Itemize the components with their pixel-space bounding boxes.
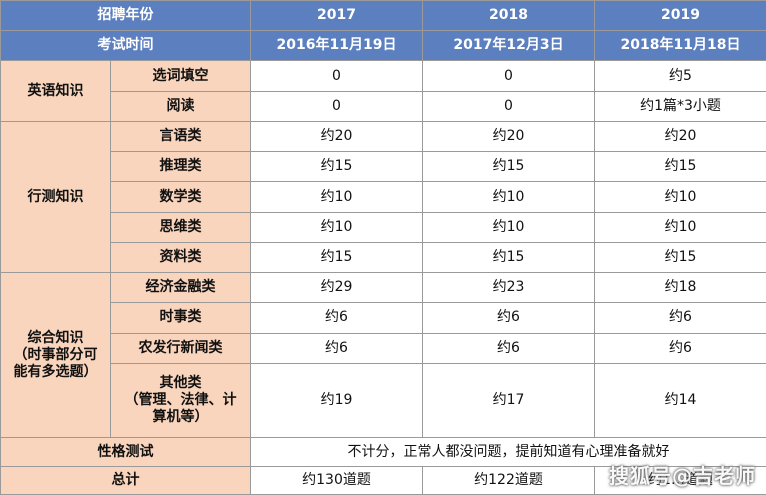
table-row: 其他类 （管理、法律、计 算机等） 约19 约17 约14 — [1, 362, 766, 439]
cell-value: 约20 — [250, 120, 423, 153]
cell-value: 约1篇*3小题 — [594, 90, 766, 122]
date-2019: 2018年11月18日 — [594, 30, 766, 62]
table-row: 资料类 约15 约15 约15 — [1, 241, 766, 274]
row-label: 农发行新闻类 — [110, 332, 251, 364]
row-label: 时事类 — [110, 302, 251, 334]
cell-value: 约14 — [594, 362, 766, 439]
total-value: 约122道题 — [422, 465, 595, 495]
personality-label: 性格测试 — [0, 437, 251, 467]
year-2017: 2017 — [250, 0, 423, 32]
table-row: 阅读 0 0 约1篇*3小题 — [1, 90, 766, 122]
cell-value: 约15 — [594, 241, 766, 274]
cell-value: 约29 — [250, 272, 423, 304]
cell-value: 约10 — [422, 211, 595, 243]
row-label: 思维类 — [110, 211, 251, 243]
row-label-line: 算机等） — [152, 409, 209, 426]
year-header-label: 招聘年份 — [0, 0, 251, 32]
cell-value: 约20 — [594, 120, 766, 153]
cell-value: 约15 — [422, 241, 595, 274]
section-name-line: （时事部分可 — [13, 346, 98, 363]
date-2017: 2016年11月19日 — [250, 30, 423, 62]
table-row: 行测知识 言语类 约20 约20 约20 — [0, 120, 766, 274]
row-label-line: （管理、法律、计 — [124, 392, 237, 409]
cell-value: 约15 — [422, 151, 595, 183]
cell-value: 约10 — [594, 211, 766, 243]
section-english: 英语知识 — [0, 60, 111, 122]
row-label: 推理类 — [110, 151, 251, 183]
table-row: 农发行新闻类 约6 约6 约6 — [1, 332, 766, 364]
date-2018: 2017年12月3日 — [422, 30, 595, 62]
table-row: 推理类 约15 约15 约15 — [1, 151, 766, 183]
row-label: 言语类 — [110, 120, 251, 153]
cell-value: 0 — [422, 60, 595, 92]
cell-value: 约10 — [250, 181, 423, 213]
cell-value: 约6 — [250, 302, 423, 334]
cell-value: 约20 — [422, 120, 595, 153]
cell-value: 0 — [250, 90, 423, 122]
cell-value: 0 — [422, 90, 595, 122]
cell-value: 约15 — [594, 151, 766, 183]
row-label: 数学类 — [110, 181, 251, 213]
cell-value: 约6 — [422, 302, 595, 334]
table-row: 时事类 约6 约6 约6 — [1, 302, 766, 334]
row-label: 阅读 — [110, 90, 251, 122]
date-header-label: 考试时间 — [0, 30, 251, 62]
row-label: 经济金融类 — [110, 272, 251, 304]
cell-value: 约6 — [594, 302, 766, 334]
total-value: 约1…道题 — [594, 465, 766, 495]
total-row: 总计 约130道题 约122道题 约1…道题 — [0, 465, 766, 495]
total-label: 总计 — [0, 465, 251, 495]
section-general-knowledge: 综合知识 （时事部分可 能有多选题） — [0, 272, 111, 439]
section-name-line: 综合知识 — [27, 329, 84, 346]
total-value: 约130道题 — [250, 465, 423, 495]
section-name-line: 能有多选题） — [13, 363, 98, 380]
cell-value: 约15 — [250, 151, 423, 183]
table-row: 思维类 约10 约10 约10 — [1, 211, 766, 243]
cell-value: 约15 — [250, 241, 423, 274]
table-row: 英语知识 选词填空 0 0 约5 — [0, 60, 766, 122]
table-row: 综合知识 （时事部分可 能有多选题） 经济金融类 约29 约23 约18 — [0, 272, 766, 439]
row-label-line: 其他类 — [159, 375, 202, 392]
cell-value: 约23 — [422, 272, 595, 304]
cell-value: 0 — [250, 60, 423, 92]
cell-value: 约5 — [594, 60, 766, 92]
year-2018: 2018 — [422, 0, 595, 32]
row-label: 资料类 — [110, 241, 251, 274]
row-label: 选词填空 — [110, 60, 251, 92]
cell-value: 约6 — [422, 332, 595, 364]
cell-value: 约10 — [594, 181, 766, 213]
table-row: 性格测试 不计分，正常人都没问题，提前知道有心理准备就好 — [0, 437, 766, 467]
cell-value: 约6 — [594, 332, 766, 364]
watermark: 搜狐号@吉老师 — [609, 464, 756, 488]
cell-value: 约18 — [594, 272, 766, 304]
table-row: 数学类 约10 约10 约10 — [1, 181, 766, 213]
cell-value: 约19 — [250, 362, 423, 439]
cell-value: 约10 — [250, 211, 423, 243]
row-label-other: 其他类 （管理、法律、计 算机等） — [110, 362, 251, 439]
cell-value: 约10 — [422, 181, 595, 213]
year-2019: 2019 — [594, 0, 766, 32]
cell-value: 约17 — [422, 362, 595, 439]
header-row-date: 考试时间 2016年11月19日 2017年12月3日 2018年11月18日 — [0, 30, 766, 62]
section-xingce: 行测知识 — [0, 120, 111, 274]
cell-value: 约6 — [250, 332, 423, 364]
header-row-year: 招聘年份 2017 2018 2019 — [0, 0, 766, 32]
